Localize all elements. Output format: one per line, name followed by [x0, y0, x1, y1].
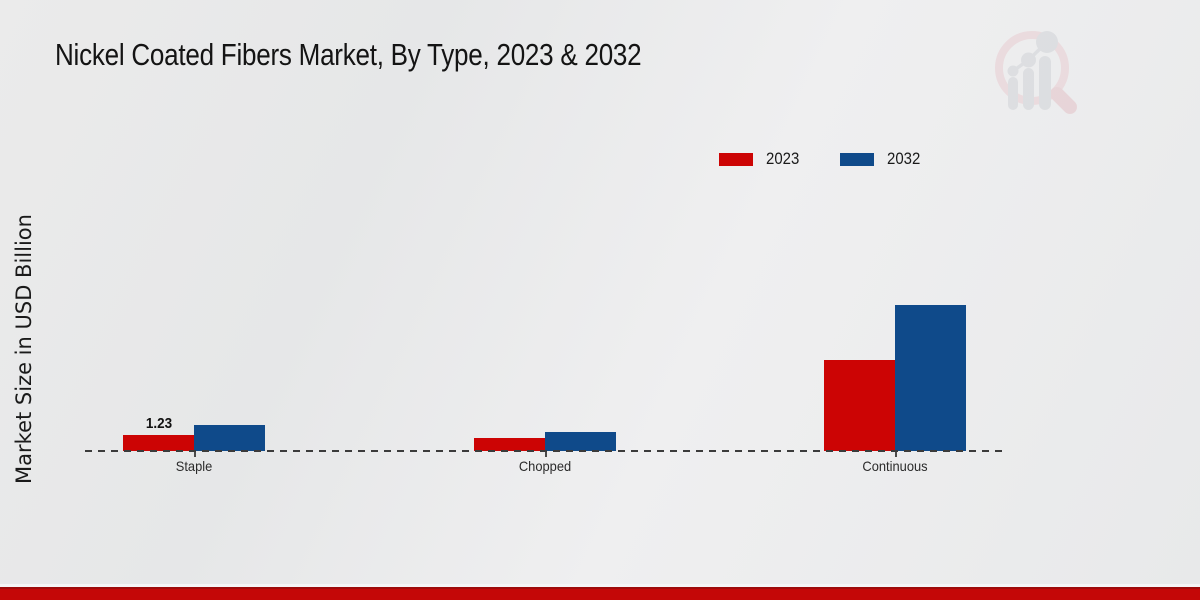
mrfr-logo-watermark [995, 31, 1077, 114]
bar-continuous-2023 [824, 360, 895, 451]
category-label-staple: Staple [175, 458, 213, 474]
trend-line-icon [1011, 40, 1049, 73]
chart-title: Nickel Coated Fibers Market, By Type, 20… [55, 37, 642, 72]
category-label-continuous: Continuous [862, 458, 928, 474]
footer-red-band [0, 587, 1200, 600]
legend-label-2023: 2023 [766, 149, 800, 168]
bar-chopped-2023 [473, 438, 545, 451]
legend-swatch-2032 [839, 152, 874, 166]
footer-highlight-strip [0, 584, 1200, 587]
legend-item-2032: 2032 [839, 149, 925, 169]
bar-staple-2032 [194, 425, 265, 451]
value-label-staple-2023: 1.23 [145, 415, 172, 433]
legend-item-2023: 2023 [719, 149, 804, 169]
category-label-chopped: Chopped [518, 458, 571, 474]
legend-label-2032: 2032 [886, 149, 921, 168]
x-axis-dashed-line [85, 450, 1007, 452]
magnifier-handle-icon [1050, 87, 1077, 114]
legend-swatch-2023 [719, 152, 753, 166]
x-axis-tick [194, 451, 196, 457]
x-axis-tick [544, 451, 547, 457]
bar-chopped-2032 [544, 431, 616, 451]
bar-continuous-2032 [895, 305, 966, 451]
legend: 2023 2032 [719, 149, 925, 169]
bar-staple-2023 [123, 435, 194, 451]
x-axis-tick [895, 451, 897, 457]
